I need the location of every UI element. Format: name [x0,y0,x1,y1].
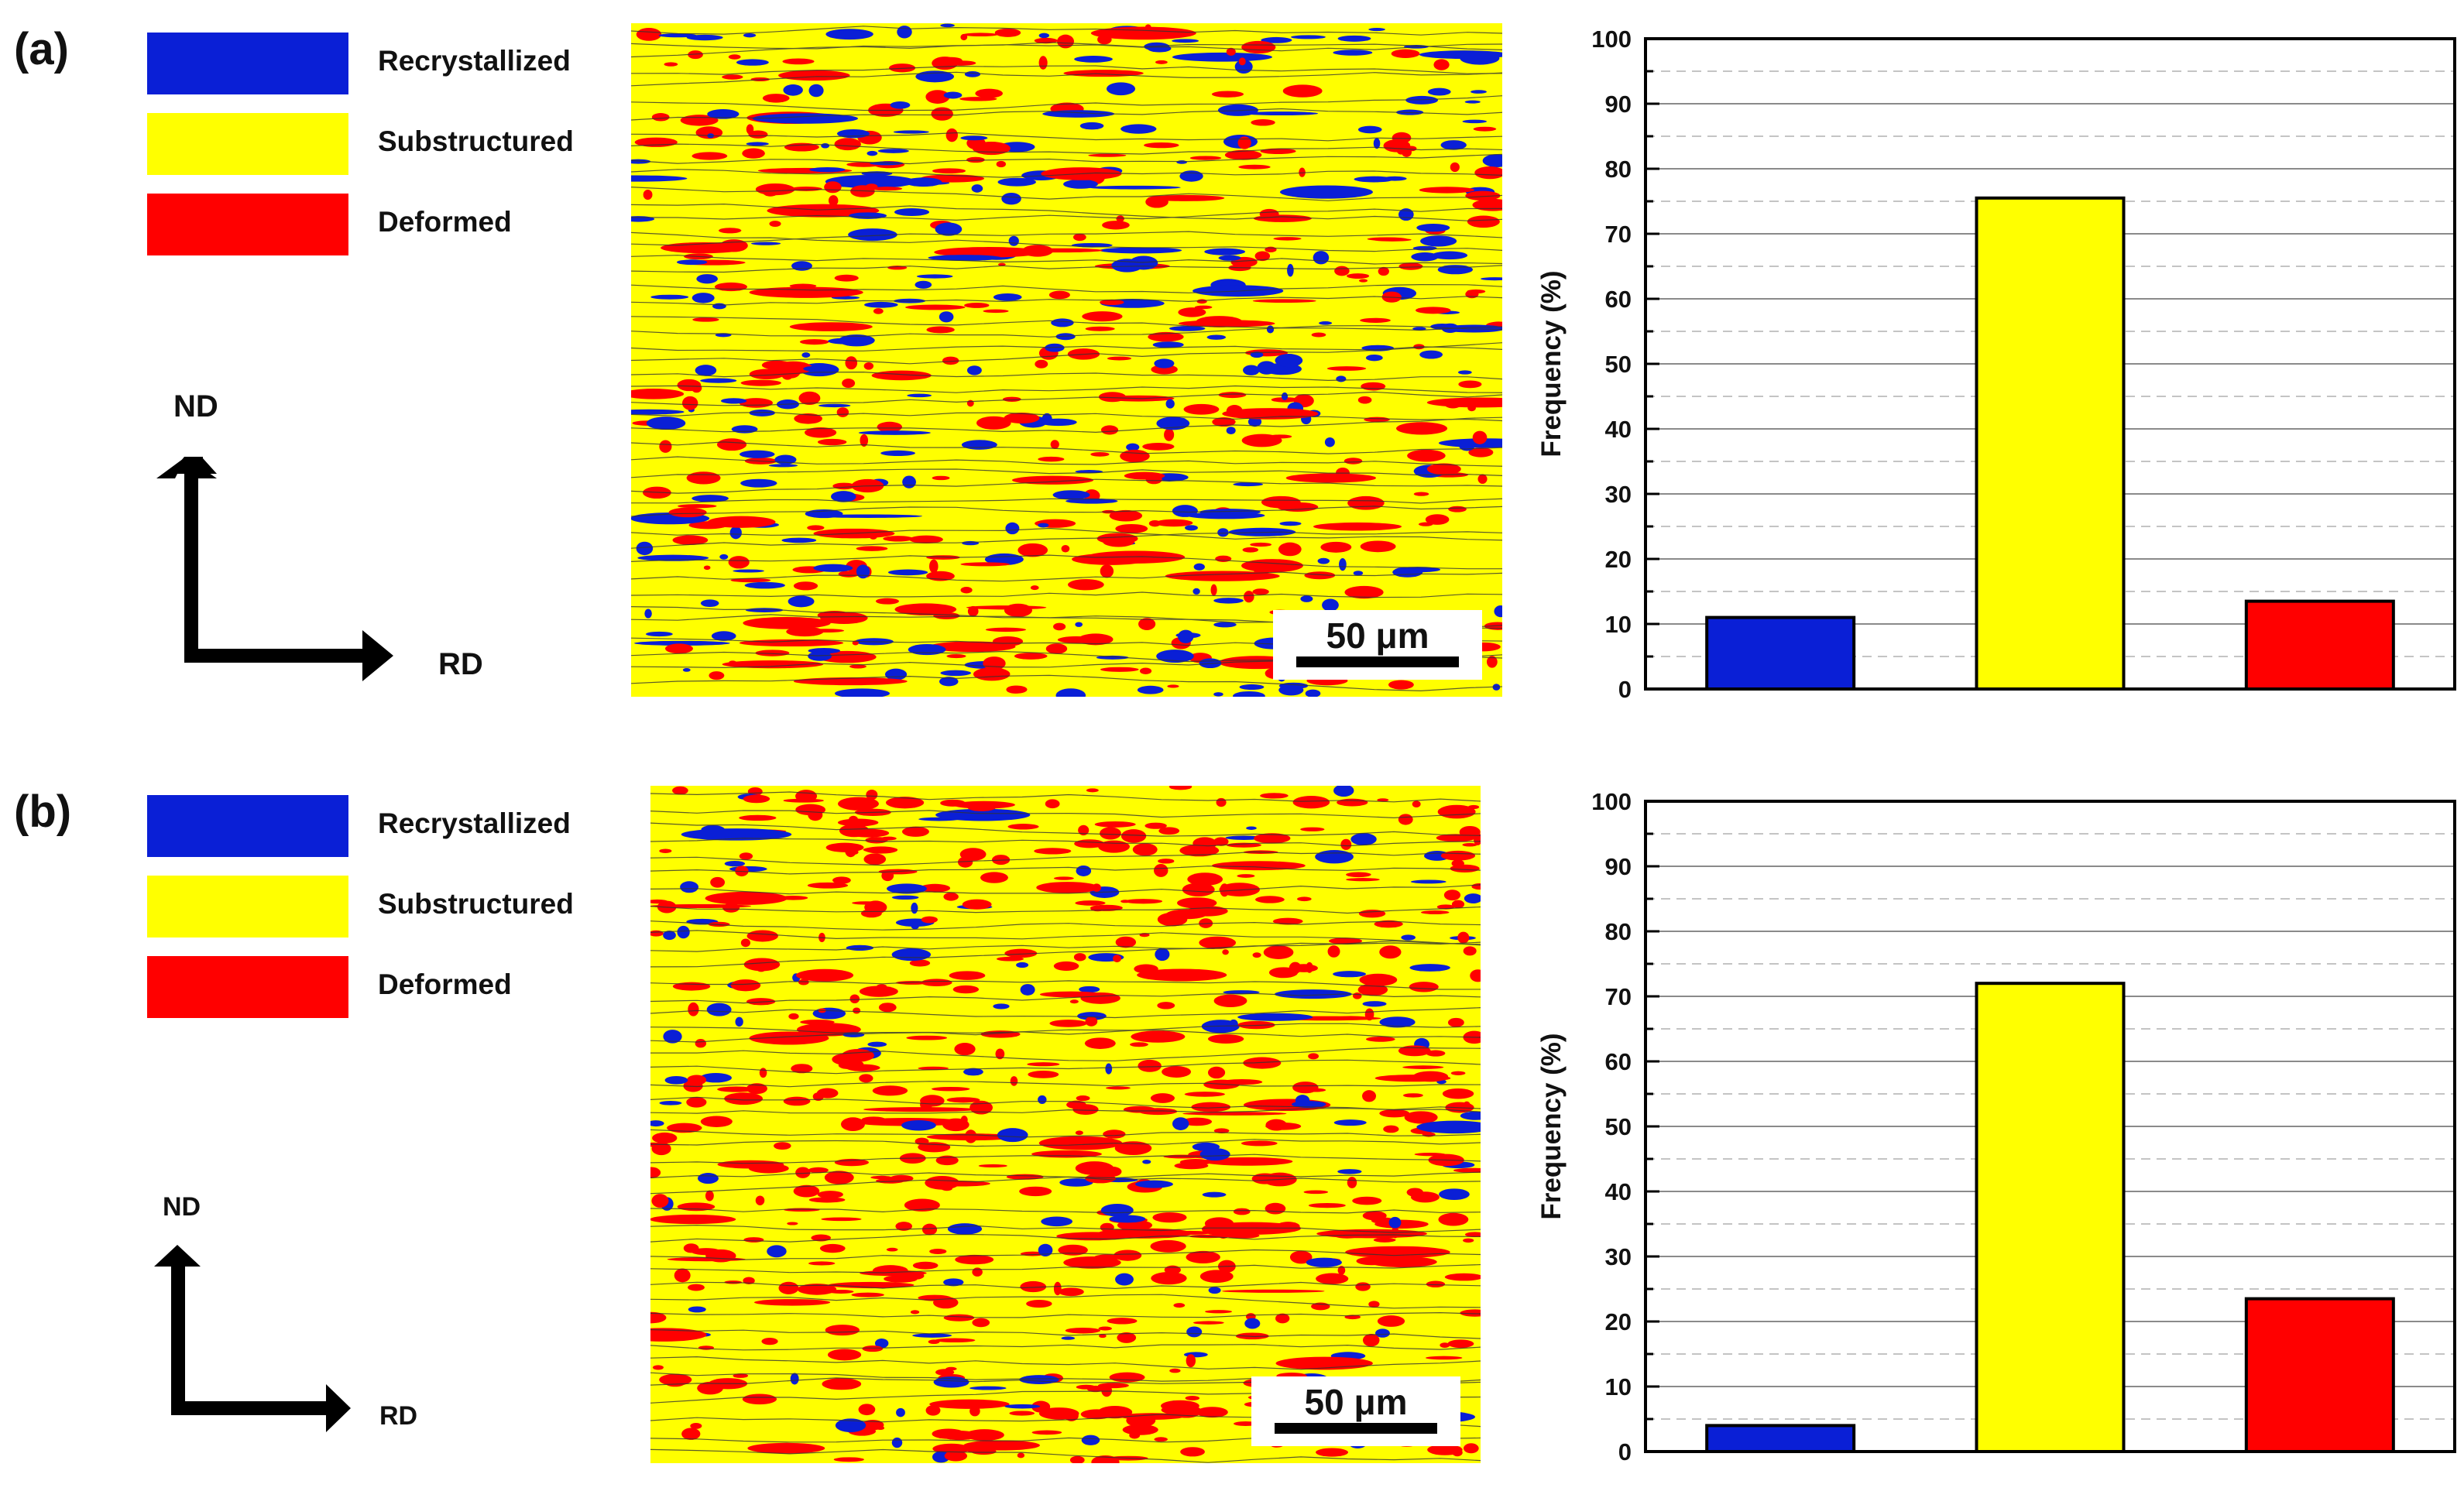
frequency-bar-chart-a: 0 10 20 30 40 50 60 70 80 90 100 Frequency (%) [1536,26,2456,703]
y-tick-label: 10 [1605,1373,1632,1400]
panel-label: (a) [14,24,69,74]
y-tick-label: 20 [1605,1308,1632,1335]
scale-bar-label: 50 μm [1326,615,1429,656]
nd-axis-label: ND [163,1192,201,1222]
bar-substructured [1975,196,2126,691]
y-tick-label: 70 [1605,983,1632,1010]
y-tick-label: 90 [1605,853,1632,880]
ebsd-map-image [650,786,1481,1463]
legend-label-deformed: Deformed [378,968,512,1000]
y-tick-label: 50 [1605,1113,1632,1140]
y-tick-label: 80 [1605,156,1632,183]
y-tick-label: 50 [1605,351,1632,378]
y-axis-label: Frequency (%) [1536,270,1567,457]
orientation-arrows-icon [154,1245,351,1432]
bar-deformed [2244,1297,2395,1453]
legend-swatch-deformed [147,194,348,255]
scale-bar-line [1275,1423,1437,1434]
y-tick-label: 100 [1591,26,1632,53]
legend-swatch-recrystallized [147,33,348,94]
legend-swatch-recrystallized [147,795,348,857]
y-tick-label: 30 [1605,1243,1632,1270]
y-tick-label: 90 [1605,91,1632,118]
nd-axis-label: ND [173,389,218,423]
rd-axis-label: RD [379,1401,418,1431]
bar-deformed [2244,599,2395,691]
frequency-bar-chart-b: 0 10 20 30 40 50 60 70 80 90 100 Frequency (%) [1536,788,2456,1465]
y-tick-label: 10 [1605,611,1632,638]
y-tick-label: 100 [1591,788,1632,815]
legend-label-recrystallized: Recrystallized [378,807,571,839]
y-tick-label: 80 [1605,918,1632,945]
plot-frame [1644,37,2456,691]
ebsd-map-a: 50 μm [631,23,1502,697]
panel-a: (a) Recrystallized Substructured Deforme… [0,0,2464,735]
scale-bar: 50 μm [1251,1376,1460,1446]
y-tick-label: 0 [1618,1438,1632,1465]
y-tick-label: 40 [1605,1178,1632,1205]
y-tick-label: 0 [1618,676,1632,703]
y-tick-label: 30 [1605,481,1632,508]
bar-recrystallized [1705,1424,1856,1454]
y-tick-label: 40 [1605,416,1632,443]
ebsd-map-image [631,23,1502,697]
ebsd-map-b: 50 μm [650,786,1481,1463]
legend-swatch-substructured [147,876,348,938]
legend-label-recrystallized: Recrystallized [378,45,571,77]
y-tick-label: 20 [1605,546,1632,573]
scale-bar: 50 μm [1273,610,1482,680]
legend-label-substructured: Substructured [378,125,574,157]
orientation-arrows-icon [156,457,393,681]
y-tick-label: 60 [1605,286,1632,313]
scale-bar-line [1296,656,1459,667]
rd-axis-label: RD [438,647,483,681]
panel-b: (b) Recrystallized Substructured Deforme… [0,763,2464,1498]
y-axis-label: Frequency (%) [1536,1033,1567,1219]
legend-label-deformed: Deformed [378,206,512,238]
legend-swatch-substructured [147,113,348,175]
legend-label-substructured: Substructured [378,888,574,920]
y-tick-label: 70 [1605,221,1632,248]
legend-swatch-deformed [147,956,348,1018]
bar-substructured [1975,982,2126,1453]
y-tick-label: 60 [1605,1048,1632,1075]
scale-bar-label: 50 μm [1304,1382,1408,1422]
bar-recrystallized [1705,615,1856,691]
plot-frame [1644,800,2456,1453]
panel-label: (b) [14,787,72,837]
